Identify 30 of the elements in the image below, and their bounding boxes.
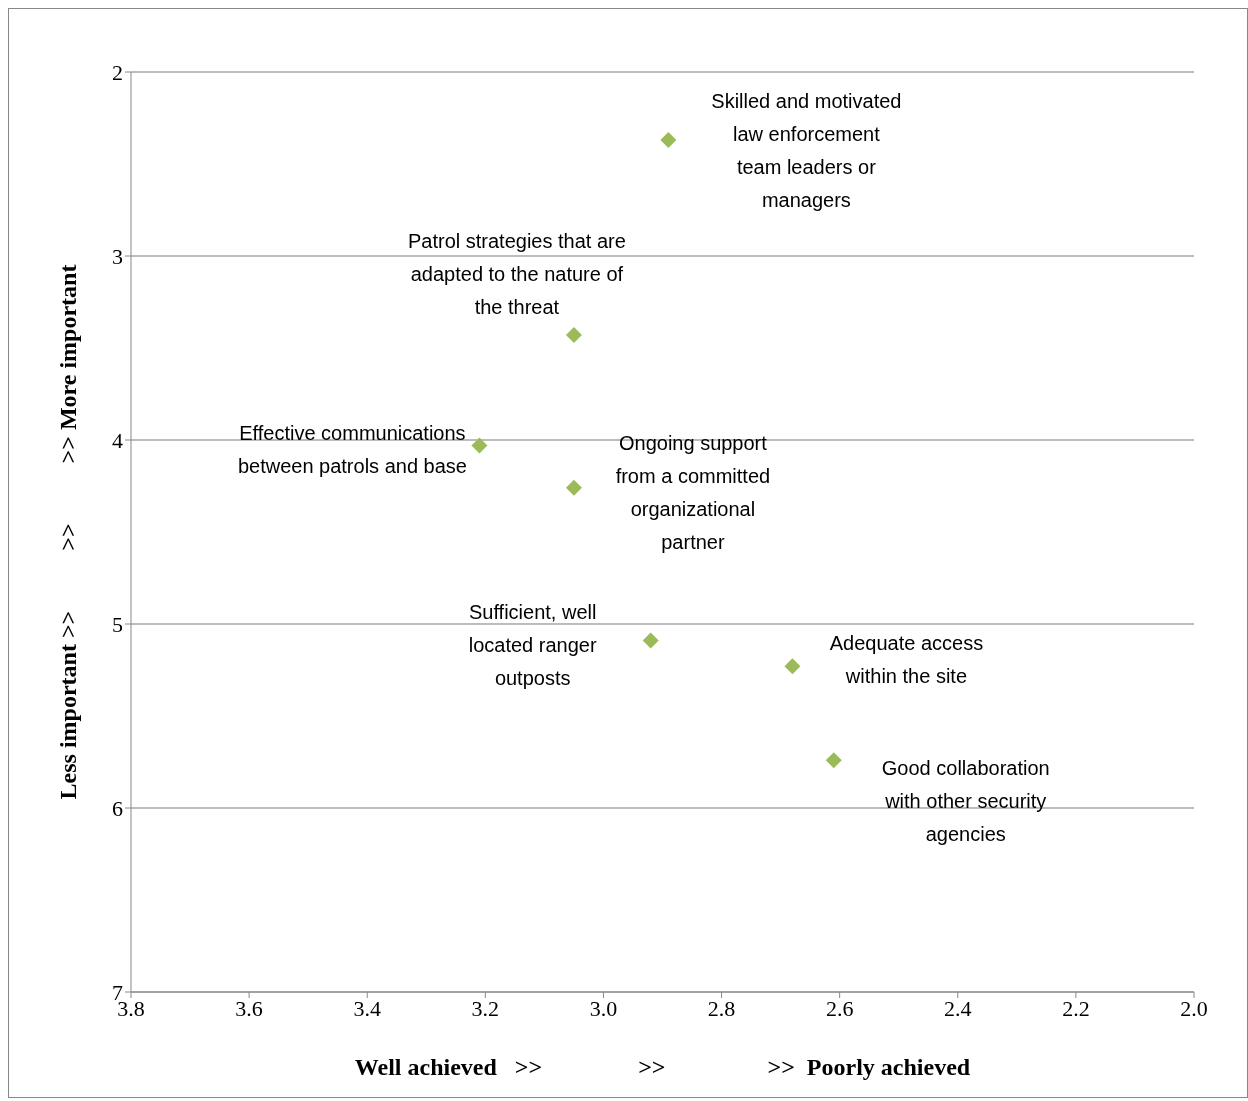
x-tick-label: 3.4 [353,995,381,1021]
y-tick-label: 6 [112,795,123,821]
annotation: Adequate access within the site [828,631,985,690]
point [471,437,488,454]
annotation: Effective communications between patrols and base [236,420,468,479]
x-tick-label: 2.8 [707,995,736,1021]
annotation: Skilled and motivated law enforcement team leaders or managers [710,89,903,214]
y-tick-label: 3 [112,243,123,269]
point [825,752,842,769]
point [565,479,582,496]
annotation: Patrol strategies that are adapted to the nature of the threat [406,228,627,320]
x-tick-label: 3.2 [471,995,500,1021]
point [784,658,801,675]
y-tick-label: 2 [112,59,123,85]
x-axis-title: Well achieved >> >> >> Poorly achieved [353,1054,972,1081]
y-tick-label: 4 [112,427,123,453]
annotation: Good collaboration with other security agencies [880,755,1051,847]
x-tick-label: 2.0 [1180,995,1208,1021]
y-axis-title: Less important >> >> >> More important [55,263,82,802]
point [660,132,677,149]
annotation: Sufficient, well located ranger outposts [467,599,598,691]
annotation: Ongoing support from a committed organizational partner [614,430,772,555]
point [565,327,582,344]
x-tick-label: 3.0 [589,995,618,1021]
x-tick-label: 2.6 [825,995,854,1021]
x-tick-label: 2.4 [944,995,972,1021]
x-tick-label: 3.6 [235,995,263,1021]
y-tick-label: 5 [112,611,123,637]
x-tick-label: 2.2 [1062,995,1090,1021]
point [642,632,659,649]
